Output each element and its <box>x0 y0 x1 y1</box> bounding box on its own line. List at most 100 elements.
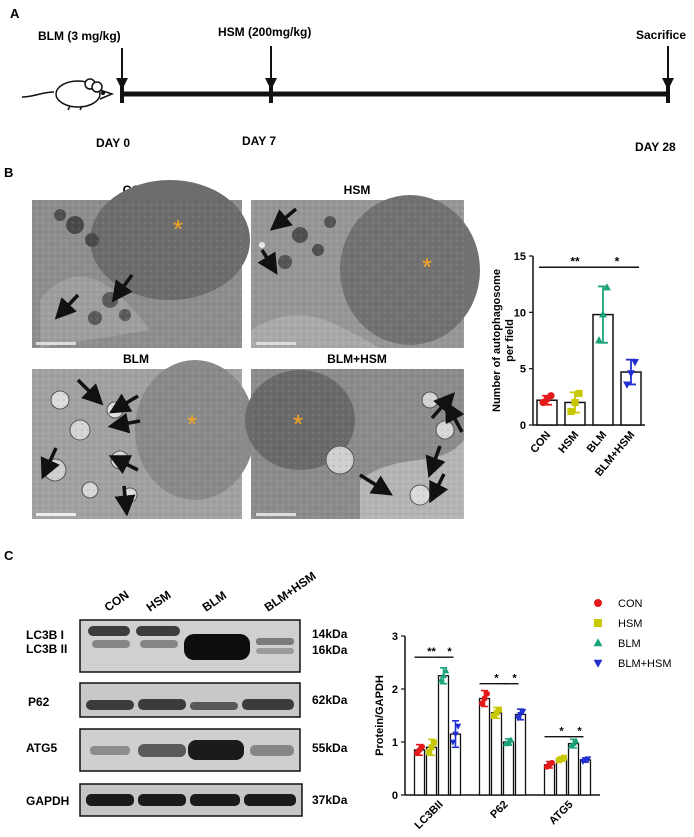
chart-c-point <box>491 713 497 720</box>
tem-image-blm-hsm <box>245 369 465 519</box>
chart-c-point <box>431 739 437 746</box>
chart-c-legend-marker <box>593 659 603 668</box>
chart-c-point <box>572 737 580 744</box>
chart-c-point <box>496 706 502 713</box>
chart-c-y-tick-label: 0 <box>392 790 398 802</box>
tem-image-hsm <box>251 195 480 348</box>
kda-p62: 62kDa <box>312 693 348 707</box>
chart-c-point <box>561 754 567 761</box>
chart-b-y-axis-title: Number of autophagosomeper field <box>491 269 516 412</box>
blot-label-p62: P62 <box>28 695 50 709</box>
chart-b-x-tick-label: HSM <box>556 429 581 455</box>
chart-b-x-tick-label: CON <box>528 429 553 455</box>
chart-c-point <box>481 695 488 702</box>
blot-lc3b <box>79 619 301 673</box>
chart-c-legend-marker <box>593 638 603 647</box>
hsm-label: HSM (200mg/kg) <box>218 25 311 39</box>
chart-c-significance-label: * <box>512 673 517 685</box>
chart-c-bar <box>567 742 580 796</box>
chart-c-legend-label: CON <box>618 598 643 610</box>
chart-c-bar <box>555 758 568 796</box>
panel-c-letter: C <box>4 548 14 563</box>
chart-c-legend-label: BLM+HSM <box>618 658 672 670</box>
chart-c-point <box>493 709 500 716</box>
chart-c-x-tick-label: LC3BII <box>412 799 445 832</box>
chart-b-point <box>623 381 631 389</box>
chart-b-y-tick-label: 15 <box>514 251 526 263</box>
chart-b-point <box>631 359 639 367</box>
chart-c-point <box>584 756 592 763</box>
chart-c-point <box>428 744 435 751</box>
chart-c-point <box>517 712 524 719</box>
chart-c-point <box>507 736 515 743</box>
chart-c-point <box>437 676 445 683</box>
chart-c-point <box>519 708 527 715</box>
chart-c-bar <box>437 675 450 796</box>
panel-b-letter: B <box>4 165 13 180</box>
chart-b-point <box>571 398 579 407</box>
nucleus-star-blm-hsm: * <box>293 409 303 439</box>
timeline <box>116 46 674 103</box>
sacrifice-label: Sacrifice <box>636 28 686 42</box>
chart-b-point <box>627 370 635 378</box>
chart-c-significance-label: ** <box>427 646 436 658</box>
blot-label-atg5: ATG5 <box>26 741 57 755</box>
lane-label-blm-hsm: BLM+HSM <box>262 569 319 615</box>
blot-gapdh <box>79 783 303 817</box>
chart-c-significance-label: * <box>577 726 582 738</box>
chart-b-x-tick-label: BLM <box>585 429 610 455</box>
lane-label-con: CON <box>102 588 132 615</box>
chart-b-point <box>567 407 575 416</box>
chart-c-x-tick-label: P62 <box>488 799 510 821</box>
blot-label-lc3b-ii: LC3B II <box>26 642 67 656</box>
lane-label-hsm: HSM <box>144 588 174 615</box>
chart-c-point <box>484 690 490 697</box>
chart-c-significance-label: * <box>559 726 564 738</box>
chart-c-bar <box>478 697 491 796</box>
blot-label-lc3b-i: LC3B I <box>26 628 64 642</box>
chart-c-point <box>440 672 447 679</box>
blot-label-gapdh: GAPDH <box>26 794 69 808</box>
chart-c-legend-marker <box>594 599 602 607</box>
chart-c-point <box>452 731 459 738</box>
panel-a-letter: A <box>10 6 20 21</box>
chart-b-point <box>547 392 555 400</box>
chart-c-bar <box>502 741 515 796</box>
kda-gapdh: 37kDa <box>312 793 348 807</box>
chart-c-y-axis-title: Protein/GAPDH <box>374 675 386 756</box>
chart-c-legend-label: HSM <box>618 618 642 630</box>
chart-c-significance-label: * <box>447 646 452 658</box>
day28-label: DAY 28 <box>635 140 676 154</box>
chart-c-point <box>419 743 425 750</box>
chart-c-bar <box>514 713 527 796</box>
chart-c-point <box>449 739 457 746</box>
tem-image-con <box>32 180 250 348</box>
chart-c-x-tick-label: ATG5 <box>547 799 576 828</box>
day0-label: DAY 0 <box>96 136 130 150</box>
tem-label-blm: BLM <box>123 352 149 366</box>
nucleus-star-hsm: * <box>422 252 432 282</box>
chart-c-point <box>514 715 522 722</box>
chart-b-point <box>595 336 603 344</box>
tem-image-blm <box>32 360 255 519</box>
chart-b-y-tick-label: 0 <box>520 420 526 432</box>
chart-b-y-tick-label: 10 <box>514 307 526 319</box>
chart-c-bar <box>579 759 592 796</box>
nucleus-star-con: * <box>173 214 183 244</box>
lane-label-blm: BLM <box>200 588 229 614</box>
chart-c-point <box>549 759 555 766</box>
chart-c-y-tick-label: 2 <box>392 684 398 696</box>
day7-label: DAY 7 <box>242 134 276 148</box>
chart-c-point <box>479 700 485 707</box>
chart-c-point <box>442 667 450 674</box>
chart-c-point <box>426 749 432 756</box>
tem-label-blm-hsm: BLM+HSM <box>327 352 387 366</box>
kda-lc3b-ii: 16kDa <box>312 643 348 657</box>
chart-c-bar <box>490 712 503 796</box>
chart-c-significance-label: * <box>494 673 499 685</box>
chart-b-significance-label: ** <box>570 254 580 268</box>
chart-c-bar <box>413 749 426 796</box>
